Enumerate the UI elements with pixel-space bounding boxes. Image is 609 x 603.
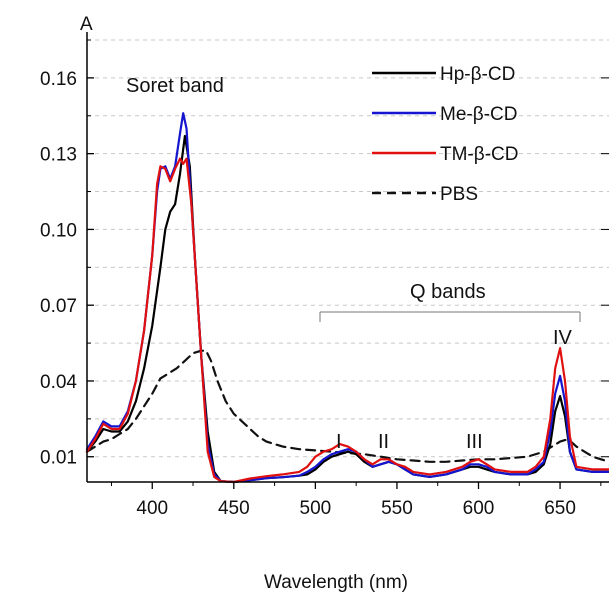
band-ii-label: II [378, 431, 389, 453]
series-lines [85, 112, 609, 484]
x-tick-label: 400 [136, 498, 168, 519]
y-axis-title: A [80, 14, 93, 35]
y-tick-label: 0.10 [40, 220, 77, 241]
y-tick-label: 0.13 [40, 145, 77, 166]
legend: Hp-β-CD Me-β-CD TM-β-CD PBS [372, 64, 518, 205]
soret-band-label: Soret band [126, 75, 224, 97]
y-tick-label: 0.04 [40, 372, 77, 393]
band-iii-label: III [466, 431, 483, 453]
q-bands-label: Q bands [410, 281, 486, 303]
series-line-tm-cd [85, 157, 609, 484]
axes: 0.01 0.04 0.07 0.10 0.13 0.16 400 450 500 550 600 6… [40, 14, 609, 593]
legend-label: PBS [440, 184, 478, 205]
band-iv-label: IV [553, 327, 573, 349]
x-tick-label: 650 [544, 498, 576, 519]
x-tick-label: 550 [381, 498, 413, 519]
gridlines [87, 39, 609, 458]
x-tick-label: 450 [218, 498, 250, 519]
legend-label: TM-β-CD [440, 144, 518, 165]
y-tick-label: 0.07 [40, 296, 77, 317]
x-axis-title: Wavelength (nm) [264, 572, 408, 593]
y-tick-label: 0.01 [40, 448, 77, 469]
x-tick-label: 600 [463, 498, 495, 519]
y-tick-label: 0.16 [40, 69, 77, 90]
legend-label: Hp-β-CD [440, 64, 515, 85]
series-line-hp-cd [85, 134, 609, 484]
x-tick-label: 500 [300, 498, 332, 519]
band-i-label: I [336, 431, 342, 453]
annotations: Soret band Q bands I II III IV [126, 75, 581, 453]
legend-label: Me-β-CD [440, 104, 517, 125]
series-line-pbs [85, 349, 609, 463]
